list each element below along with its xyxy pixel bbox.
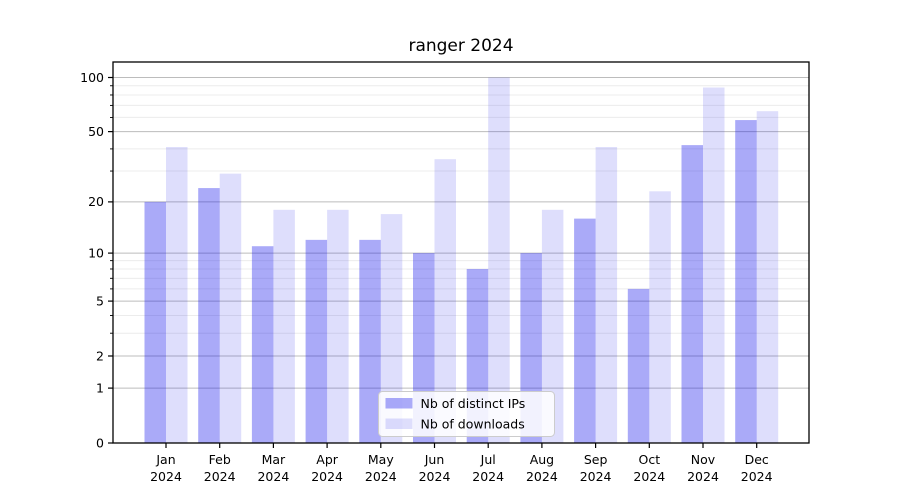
x-tick-label-month-nov: Nov	[691, 452, 716, 467]
bar-mar-ips	[251, 246, 274, 443]
x-tick-label-year-aug: 2024	[526, 469, 558, 484]
legend-box	[378, 391, 555, 437]
bar-jan-downloads	[166, 146, 188, 443]
x-tick-label-year-oct: 2024	[633, 469, 665, 484]
x-tick-label-month-may: May	[368, 452, 394, 467]
x-tick-label-month-aug: Aug	[530, 452, 554, 467]
bar-feb-downloads	[219, 173, 242, 443]
y-tick-label-1: 1	[96, 380, 104, 395]
x-tick-label-year-dec: 2024	[741, 469, 773, 484]
x-tick-label-year-jul: 2024	[472, 469, 504, 484]
bar-may-downloads	[380, 214, 403, 443]
bar-apr-ips	[305, 239, 328, 443]
bar-groups	[144, 77, 779, 444]
series-downloads	[166, 77, 779, 444]
x-tick-label-year-feb: 2024	[204, 469, 236, 484]
x-tick-label-month-jan: Jan	[155, 452, 175, 467]
x-tick-label-year-jun: 2024	[419, 469, 451, 484]
bar-apr-downloads	[327, 209, 349, 443]
y-tick-label-5: 5	[96, 293, 104, 308]
y-tick-label-10: 10	[88, 245, 104, 260]
legend-swatch-downloads	[385, 418, 413, 429]
x-tick-label-year-sep: 2024	[580, 469, 612, 484]
minor-gridlines	[113, 85, 809, 334]
bar-mar-downloads	[273, 209, 295, 443]
x-tick-label-year-may: 2024	[365, 469, 397, 484]
y-tick-label-20: 20	[88, 194, 104, 209]
bar-sep-downloads	[595, 146, 618, 443]
y-tick-label-2: 2	[96, 348, 104, 363]
bar-dec-ips	[735, 120, 757, 444]
x-tick-label-year-mar: 2024	[257, 469, 289, 484]
bar-nov-downloads	[703, 87, 725, 444]
legend: Nb of distinct IPs Nb of downloads	[378, 391, 555, 437]
x-tick-label-month-apr: Apr	[316, 452, 338, 467]
x-tick-label-month-jul: Jul	[480, 452, 496, 467]
x-tick-label-year-nov: 2024	[687, 469, 719, 484]
legend-label-downloads: Nb of downloads	[421, 417, 525, 432]
bar-jul-downloads	[488, 77, 510, 443]
legend-label-distinct-ips: Nb of distinct IPs	[421, 396, 526, 411]
bar-sep-ips	[574, 218, 596, 443]
y-tick-label-100: 100	[80, 70, 104, 85]
major-gridlines	[113, 77, 809, 389]
x-tick-label-month-jun: Jun	[424, 452, 445, 467]
x-tick-label-month-mar: Mar	[262, 452, 286, 467]
bar-oct-downloads	[649, 191, 671, 443]
chart-title: ranger 2024	[408, 36, 513, 56]
bar-jun-downloads	[434, 159, 456, 444]
bar-may-ips	[359, 239, 381, 443]
legend-swatch-distinct-ips	[385, 398, 413, 409]
x-axis: Jan 2024 Feb 2024 Mar 2024 Apr 2024 May 2024 Jun 20…	[150, 443, 773, 484]
x-tick-label-month-sep: Sep	[584, 452, 608, 467]
bar-dec-downloads	[756, 111, 779, 443]
bar-oct-ips	[627, 288, 650, 443]
bar-nov-ips	[681, 145, 703, 443]
x-tick-label-month-oct: Oct	[638, 452, 660, 467]
y-tick-label-0: 0	[96, 435, 104, 450]
bar-feb-ips	[198, 188, 220, 443]
x-tick-label-year-apr: 2024	[311, 469, 343, 484]
y-axis: 0 1 2 5 10 20 50 100	[80, 70, 113, 450]
x-tick-label-month-dec: Dec	[745, 452, 769, 467]
bar-jan-ips	[144, 201, 166, 443]
bar-aug-downloads	[541, 209, 564, 443]
x-tick-label-year-jan: 2024	[150, 469, 182, 484]
x-tick-label-month-feb: Feb	[209, 452, 231, 467]
y-tick-label-50: 50	[88, 124, 104, 139]
